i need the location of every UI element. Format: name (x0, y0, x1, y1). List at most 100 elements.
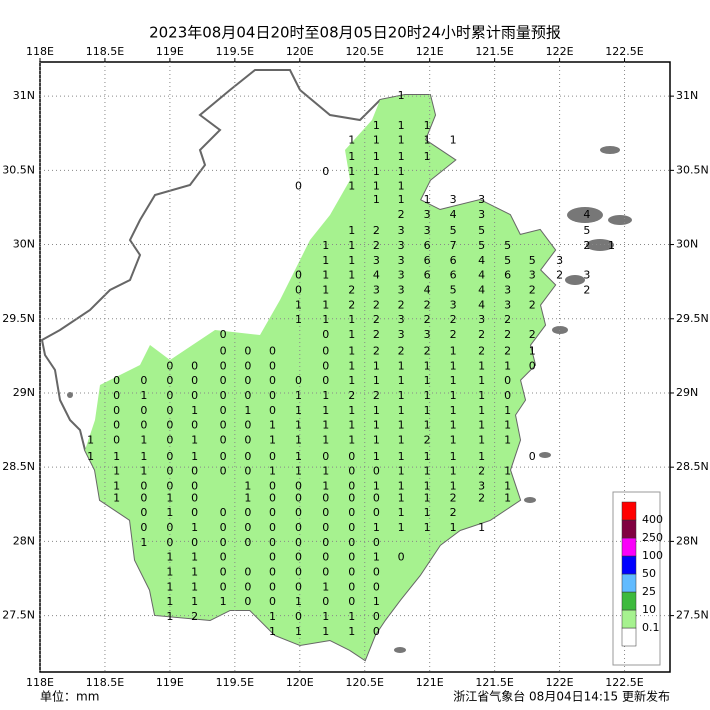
station-value: 6 (424, 239, 431, 252)
station-value: 1 (450, 344, 457, 357)
station-value: 0 (166, 433, 173, 446)
station-value: 1 (424, 450, 431, 463)
station-value: 1 (504, 491, 511, 504)
station-value: 0 (191, 479, 198, 492)
station-value: 1 (295, 433, 302, 446)
station-value: 1 (166, 551, 173, 564)
station-value: 1 (322, 625, 329, 638)
station-value: 0 (269, 344, 276, 357)
station-value: 0 (295, 491, 302, 504)
station-value: 1 (295, 404, 302, 417)
station-value: 3 (398, 254, 405, 267)
station-value: 0 (295, 284, 302, 297)
station-value: 1 (348, 344, 355, 357)
station-value: 1 (191, 595, 198, 608)
station-value: 2 (450, 506, 457, 519)
station-value: 0 (113, 433, 120, 446)
station-value: 1 (140, 450, 147, 463)
station-value: 1 (322, 433, 329, 446)
legend-swatch (621, 519, 637, 539)
x-tick-label: 120.5E (346, 676, 384, 689)
station-value: 0 (322, 506, 329, 519)
legend-label: 100 (642, 549, 663, 562)
station-value: 1 (269, 610, 276, 623)
x-tick-label: 122E (546, 676, 574, 689)
station-value: 0 (398, 551, 405, 564)
station-value: 1 (322, 465, 329, 478)
station-value: 2 (529, 328, 536, 341)
y-tick-label: 29N (13, 386, 35, 399)
station-value: 1 (87, 450, 94, 463)
station-value: 1 (373, 404, 380, 417)
station-value: 1 (191, 433, 198, 446)
station-value: 1 (398, 165, 405, 178)
station-value: 1 (424, 374, 431, 387)
station-value: 6 (504, 269, 511, 282)
y-tick-label: 29.5N (676, 312, 709, 325)
station-value: 1 (373, 359, 380, 372)
station-value: 1 (478, 419, 485, 432)
station-value: 1 (140, 433, 147, 446)
x-tick-label: 122.5E (605, 45, 643, 58)
issuer: 浙江省气象台 08月04日14:15 更新发布 (453, 689, 670, 704)
x-tick-label: 121.5E (475, 676, 513, 689)
station-value: 0 (269, 374, 276, 387)
station-value: 3 (478, 313, 485, 326)
x-tick-label: 118E (26, 45, 54, 58)
station-value: 6 (424, 254, 431, 267)
station-value: 0 (140, 479, 147, 492)
station-value: 1 (450, 479, 457, 492)
map-base (40, 69, 632, 662)
y-tick-label: 30N (13, 238, 35, 251)
station-value: 0 (529, 359, 536, 372)
station-value: 0 (140, 491, 147, 504)
station-value: 1 (478, 389, 485, 402)
station-value: 1 (348, 150, 355, 163)
station-value: 1 (295, 450, 302, 463)
station-value: 1 (373, 521, 380, 534)
station-value: 0 (244, 450, 251, 463)
station-value: 1 (398, 374, 405, 387)
station-value: 2 (373, 389, 380, 402)
station-value: 1 (348, 254, 355, 267)
station-value: 1 (424, 479, 431, 492)
station-value: 5 (450, 224, 457, 237)
station-value: 0 (220, 566, 227, 579)
station-value: 0 (322, 344, 329, 357)
station-value: 1 (478, 374, 485, 387)
station-value: 1 (373, 551, 380, 564)
station-value: 1 (398, 433, 405, 446)
station-value: 1 (373, 479, 380, 492)
station-value: 1 (478, 450, 485, 463)
station-value: 1 (478, 359, 485, 372)
station-value: 1 (295, 389, 302, 402)
station-value: 1 (348, 404, 355, 417)
station-value: 0 (269, 595, 276, 608)
station-value: 0 (348, 595, 355, 608)
station-value: 1 (450, 521, 457, 534)
y-tick-label: 28N (676, 534, 698, 547)
station-value: 3 (478, 193, 485, 206)
station-value: 0 (269, 580, 276, 593)
station-value: 0 (295, 566, 302, 579)
station-value: 0 (220, 328, 227, 341)
station-value: 0 (348, 551, 355, 564)
station-value: 0 (220, 344, 227, 357)
station-value: 1 (398, 389, 405, 402)
station-value: 4 (450, 208, 457, 221)
station-value: 0 (244, 433, 251, 446)
y-tick-label: 29.5N (2, 312, 35, 325)
station-value: 1 (398, 89, 405, 102)
station-value: 2 (373, 239, 380, 252)
station-value: 3 (556, 254, 563, 267)
station-value: 1 (398, 465, 405, 478)
x-tick-label: 119E (156, 676, 184, 689)
station-value: 0 (373, 491, 380, 504)
station-value: 0 (348, 536, 355, 549)
station-value: 1 (450, 359, 457, 372)
station-value: 1 (373, 134, 380, 147)
station-value: 0 (322, 165, 329, 178)
station-value: 1 (450, 404, 457, 417)
station-value: 0 (113, 374, 120, 387)
station-value: 1 (348, 165, 355, 178)
